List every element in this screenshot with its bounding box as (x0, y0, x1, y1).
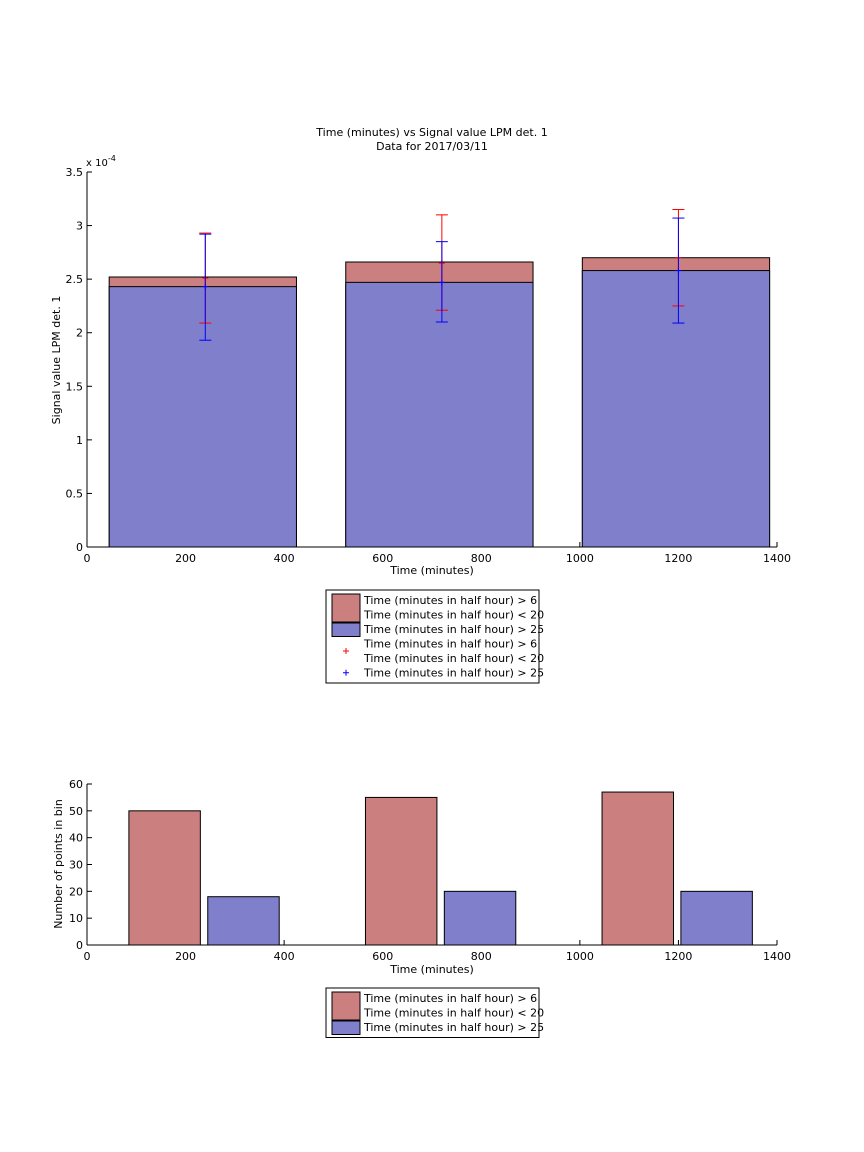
bottom-legend: Time (minutes in half hour) > 6 Time (min… (325, 987, 544, 1038)
legend-swatch-series-2 (331, 622, 361, 637)
top-chart-title: Time (minutes) vs Signal value LPM det. … (315, 126, 547, 139)
top-x-tick-label: 1200 (664, 552, 692, 565)
top-x-tick-label: 400 (274, 552, 295, 565)
legend-label: Time (minutes in half hour) < 20 (363, 1007, 544, 1020)
top-x-tick-label: 800 (471, 552, 492, 565)
bottom-y-tick-label: 20 (69, 885, 83, 898)
bottom-y-tick-label: 30 (69, 859, 83, 872)
top-y-exponent-power: -4 (108, 154, 116, 163)
bottom-x-tick-label: 600 (372, 950, 393, 963)
top-y-tick-label: 1 (76, 434, 83, 447)
top-y-tick-label: 0 (76, 541, 83, 554)
bar-series-2-group-2 (345, 281, 534, 548)
legend-label: Time (minutes in half hour) > 6 (363, 594, 537, 607)
bottom-x-axis-label: Time (minutes) (389, 963, 474, 976)
bottom-y-tick-label: 0 (76, 939, 83, 952)
bottom-x-tick-label: 1200 (664, 950, 692, 963)
legend-swatch-series-1 (331, 991, 361, 1021)
count-bar-5 (601, 791, 674, 946)
bar-series-2-group-3 (581, 270, 771, 548)
top-x-tick-label: 1000 (566, 552, 594, 565)
legend-label: Time (minutes in half hour) > 25 (363, 1021, 544, 1034)
top-y-tick-label: 3 (76, 220, 83, 233)
legend-label: Time (minutes in half hour) < 20 (363, 652, 544, 665)
bottom-x-tick-label: 0 (84, 950, 91, 963)
legend-label: Time (minutes in half hour) > 25 (363, 623, 544, 636)
top-y-tick-label: 1.5 (66, 380, 84, 393)
legend-box (325, 987, 540, 1038)
top-y-exponent-base: x 10 (86, 158, 108, 169)
legend-swatch-series-1 (331, 593, 361, 623)
top-x-tick-label: 200 (175, 552, 196, 565)
count-bar-4 (443, 890, 517, 946)
count-bar-6 (680, 890, 753, 946)
top-x-tick-label: 600 (372, 552, 393, 565)
top-y-tick-label: 2.5 (66, 273, 84, 286)
bottom-x-tick-label: 1400 (763, 950, 791, 963)
top-y-tick-label: 0.5 (66, 487, 84, 500)
top-chart-subtitle: Data for 2017/03/11 (376, 140, 488, 153)
bottom-y-axis-label: Number of points in bin (52, 799, 65, 929)
bottom-y-tick-label: 50 (69, 805, 83, 818)
legend-swatch-series-2 (331, 1020, 361, 1035)
legend-box (325, 589, 540, 684)
count-bar-2 (207, 896, 280, 946)
bottom-x-tick-label: 400 (274, 950, 295, 963)
count-bar-3 (364, 796, 438, 946)
top-x-axis-label: Time (minutes) (389, 564, 474, 577)
legend-label: Time (minutes in half hour) > 6 (363, 992, 537, 1005)
bottom-plot-area: 0 200 400 600 800 1000 1200 1400 0 10 20 30 40 50 60 (69, 778, 791, 963)
bottom-y-tick-label: 60 (69, 778, 83, 791)
top-y-axis-label: Signal value LPM det. 1 (50, 296, 63, 425)
top-y-tick-label: 2 (76, 327, 83, 340)
bar-series-2-group-1 (108, 286, 297, 548)
legend-label: Time (minutes in half hour) > 25 (363, 667, 544, 680)
top-plot-area: 0 200 400 600 800 1000 1200 1400 0 0.5 1 1.5 2 2.5 3 3.… (66, 166, 792, 565)
top-x-tick-label: 1400 (763, 552, 791, 565)
bottom-x-tick-label: 1000 (566, 950, 594, 963)
top-x-tick-label: 0 (84, 552, 91, 565)
bottom-x-tick-label: 200 (175, 950, 196, 963)
top-y-exponent: x 10-4 (86, 154, 116, 169)
bottom-y-tick-label: 10 (69, 912, 83, 925)
top-y-tick-label: 3.5 (66, 166, 84, 179)
count-bar-1 (128, 810, 201, 946)
legend-label: Time (minutes in half hour) < 20 (363, 609, 544, 622)
bottom-y-tick-label: 40 (69, 832, 83, 845)
bottom-x-tick-label: 800 (471, 950, 492, 963)
legend-label: Time (minutes in half hour) > 6 (363, 638, 537, 651)
